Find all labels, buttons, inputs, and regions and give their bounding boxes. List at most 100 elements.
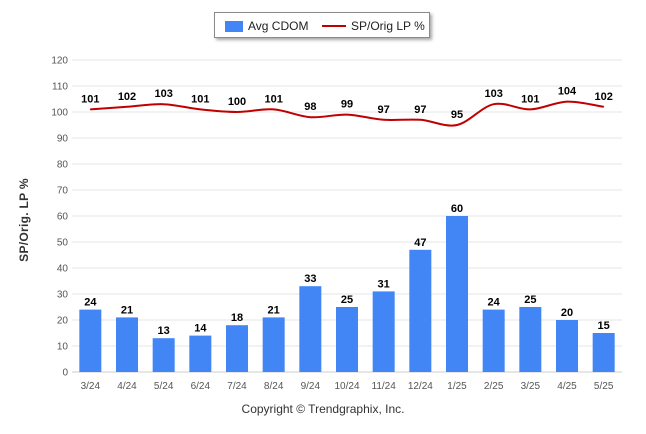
legend-line-swatch [322,25,346,27]
bar [299,286,322,372]
y-tick-label: 0 [62,368,68,379]
line-data-label: 103 [484,88,502,100]
line-point [163,103,165,105]
bar-data-label: 18 [231,312,243,324]
y-tick-label: 20 [57,316,69,327]
legend-line-label: SP/Orig LP % [351,19,425,33]
line-point [89,108,91,110]
x-tick-label: 10/24 [334,381,359,392]
bar [189,335,212,372]
x-tick-label: 4/24 [117,381,137,392]
bar-data-label: 24 [488,297,501,309]
gridlines [72,59,622,373]
bar [592,333,615,372]
y-tick-label: 30 [57,290,69,301]
y-axis-ticks: 0 10 20 30 40 50 60 70 80 90 100 110 120 [51,56,68,379]
legend-item-line[interactable]: SP/Orig LP % [322,19,425,33]
bar [116,317,138,372]
legend-bar-swatch [225,20,243,32]
line-data-label: 98 [304,101,316,113]
line-data-label: 101 [521,93,539,105]
legend-item-bar[interactable]: Avg CDOM [225,19,308,33]
x-tick-label: 3/25 [521,381,541,392]
bar [79,309,102,372]
line-data-label: 101 [264,93,282,105]
legend-bar-label: Avg CDOM [248,19,309,33]
y-tick-label: 10 [57,342,69,353]
line-data-label: 99 [341,99,353,111]
bar-data-label: 25 [341,294,353,306]
copyright-text: Copyright © Trendgraphix, Inc. [241,402,405,416]
x-tick-label: 7/24 [227,381,247,392]
bar-data-labels: 24 21 13 14 18 21 33 25 31 47 60 24 25 20 15 [84,203,610,337]
x-tick-label: 9/24 [301,381,321,392]
x-tick-label: 8/24 [264,381,284,392]
bar-data-label: 60 [451,203,463,215]
line-series [89,100,605,127]
line-data-label: 97 [378,104,390,116]
x-tick-label: 6/24 [191,381,211,392]
x-axis-ticks: 3/24 4/24 5/24 6/24 7/24 8/24 9/24 10/24 11/24 12… [81,381,614,392]
bar-data-label: 24 [84,297,97,309]
bar [262,317,285,372]
bar-data-label: 21 [268,304,280,316]
line-point [456,124,458,126]
bar-data-label: 25 [524,294,536,306]
bar [409,249,432,372]
line-data-label: 101 [81,93,99,105]
bar [226,325,248,372]
bar-data-label: 33 [304,273,316,285]
bar-data-label: 13 [158,325,170,337]
y-tick-label: 60 [57,212,69,223]
x-tick-label: 5/24 [154,381,174,392]
y-tick-label: 40 [57,264,69,275]
bar [482,309,505,372]
bar-data-label: 47 [414,237,426,249]
line-data-labels: 101 102 103 101 100 101 98 99 97 97 95 103 101 104 102 [81,86,613,121]
x-tick-label: 11/24 [372,381,397,392]
bar [372,291,395,372]
y-tick-label: 80 [57,160,69,171]
line-point [383,119,385,121]
legend: Avg CDOM SP/Orig LP % [214,12,430,38]
y-tick-label: 50 [57,238,69,249]
line-point [566,101,568,103]
bar-data-label: 31 [378,278,390,290]
y-tick-label: 100 [51,108,68,119]
x-tick-label: 4/25 [557,381,577,392]
line-data-label: 103 [154,88,172,100]
x-tick-label: 3/24 [81,381,101,392]
line-point [529,108,531,110]
line-point [199,108,201,110]
x-tick-label: 5/25 [594,381,614,392]
bar-data-label: 14 [194,323,207,335]
line-data-label: 102 [118,91,136,103]
x-tick-label: 1/25 [447,381,467,392]
bar-series [79,216,615,372]
line-point [493,103,495,105]
line-point [419,119,421,121]
bar-data-label: 20 [561,307,573,319]
bar [519,307,542,372]
line-data-label: 100 [228,96,246,108]
bar [336,307,358,372]
line-point [603,106,605,108]
y-tick-label: 70 [57,186,69,197]
line-point [273,108,275,110]
x-tick-label: 2/25 [484,381,504,392]
bar [152,338,175,372]
bar [556,320,578,372]
line-data-label: 101 [191,93,209,105]
bar-data-label: 15 [598,320,610,332]
line-data-label: 104 [558,86,577,98]
y-axis-label: SP/Orig. LP % [17,178,31,262]
line-point [346,114,348,116]
x-tick-label: 12/24 [408,381,433,392]
line-point [309,116,311,118]
line-data-label: 97 [414,104,426,116]
y-tick-label: 90 [57,134,69,145]
line-point [236,111,238,113]
line-point [126,106,128,108]
y-tick-label: 110 [52,82,68,93]
